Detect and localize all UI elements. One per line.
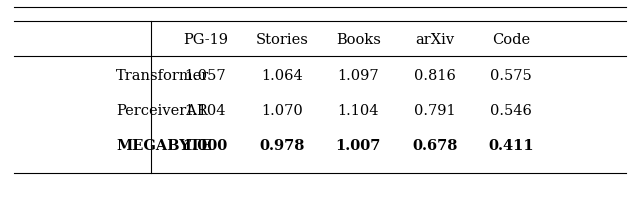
Text: PG-19: PG-19 [183, 33, 228, 48]
Text: 1.097: 1.097 [337, 69, 379, 83]
Text: 1.064: 1.064 [261, 69, 303, 83]
Text: Stories: Stories [255, 33, 308, 48]
Text: 0.816: 0.816 [414, 69, 456, 83]
Text: 1.007: 1.007 [335, 139, 381, 153]
Text: MEGABYTE: MEGABYTE [116, 139, 212, 153]
Text: 1.000: 1.000 [182, 139, 228, 153]
Text: arXiv: arXiv [415, 33, 454, 48]
Text: 1.057: 1.057 [184, 69, 226, 83]
Text: Transformer: Transformer [116, 69, 209, 83]
Text: 0.546: 0.546 [490, 104, 532, 118]
Text: Books: Books [336, 33, 381, 48]
Text: 0.575: 0.575 [490, 69, 532, 83]
Text: 1.104: 1.104 [337, 104, 379, 118]
Text: 1.104: 1.104 [184, 104, 226, 118]
Text: Code: Code [492, 33, 530, 48]
Text: 0.411: 0.411 [488, 139, 534, 153]
Text: 1.070: 1.070 [261, 104, 303, 118]
Text: PerceiverAR: PerceiverAR [116, 104, 208, 118]
Text: 0.978: 0.978 [259, 139, 305, 153]
Text: 0.791: 0.791 [414, 104, 456, 118]
Text: 0.678: 0.678 [412, 139, 458, 153]
